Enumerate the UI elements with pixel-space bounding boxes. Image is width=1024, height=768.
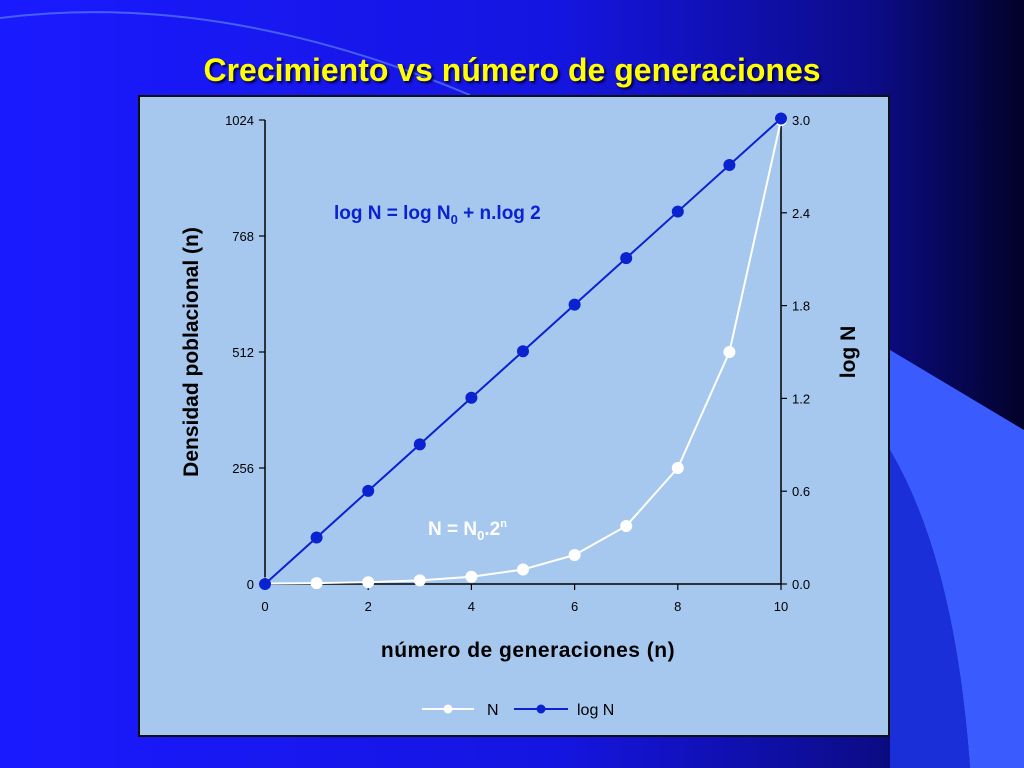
chart: 0 2 4 6 8 10025651276810240.00.61.21.82.43.0 … [180,112,860,719]
legend-label-logn: log N [577,702,614,719]
legend-marker-n [443,704,453,714]
x-tick-label: 0 [261,599,268,614]
left-y-tick-label: 256 [232,461,254,476]
x-axis-title: número de generaciones (n) [381,639,675,662]
data-point-n [517,563,529,576]
data-point-n [362,576,375,589]
right-y-tick-label: 0.0 [792,577,810,592]
legend: N log N [422,702,614,719]
data-point-n [671,462,684,474]
data-point-n [723,346,736,358]
data-point-logn [517,345,529,358]
right-y-axis-title: log N [837,326,860,379]
x-tick-label: 2 [365,599,372,614]
x-tick-label: 8 [674,599,681,614]
data-point-logn [362,484,375,497]
data-point-logn [310,531,323,544]
data-point-n [568,549,581,561]
data-point-logn [723,159,736,172]
data-point-logn [671,205,684,218]
data-point-n [310,577,323,590]
chart-panel: 0 2 4 6 8 10 0 256 512 768 1024 0.0 0.6 1.2 1.8 2.4 3.0 … [138,95,890,737]
legend-marker-logn [536,704,546,714]
data-point-logn [620,252,633,265]
right-y-tick-label: 1.8 [792,299,810,314]
data-point-logn [568,298,581,311]
left-y-tick-label: 0 [247,577,254,592]
left-y-tick-label: 1024 [225,113,254,128]
x-tick-label: 4 [468,599,475,614]
right-y-tick-label: 3.0 [792,113,810,128]
background-shape-right [890,350,1024,768]
right-y-tick-label: 0.6 [792,484,810,499]
x-tick-label: 6 [571,599,578,614]
left-y-tick-label: 768 [232,229,254,244]
data-point-logn [775,112,787,125]
background-curve-top [0,11,471,96]
data-point-logn [413,438,426,451]
left-y-axis-title: Densidad poblacional (n) [180,227,203,477]
log-formula-annotation: log N = log N0 + n.log 2 [334,203,541,227]
background-shape-right-dark [890,450,970,768]
x-tick-label: 10 [774,599,788,614]
right-y-tick-label: 1.2 [792,391,810,406]
left-y-tick-label: 512 [232,345,254,360]
data-point-n [413,574,426,587]
data-point-n [465,570,478,583]
exp-formula-annotation: N = N0.2n [428,518,507,543]
slide-title: Crecimiento vs número de generaciones [203,52,821,88]
right-y-tick-label: 2.4 [792,206,810,221]
legend-label-n: N [487,702,499,719]
data-point-n [620,520,633,532]
data-point-logn [259,578,271,590]
data-point-logn [465,391,478,404]
